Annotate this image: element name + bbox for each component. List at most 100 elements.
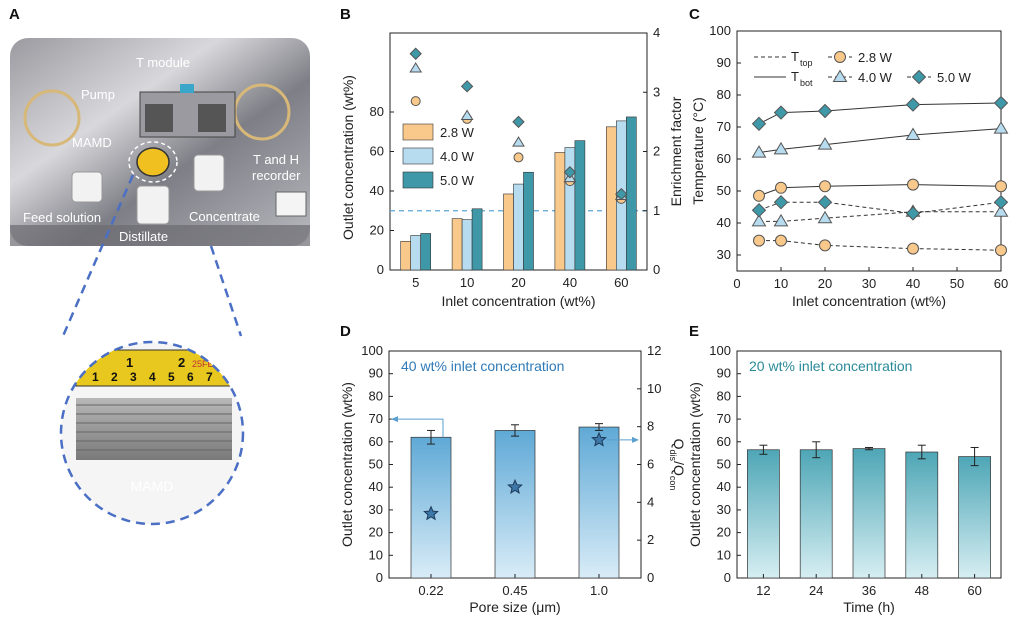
label-mamd: MAMD xyxy=(72,135,112,150)
x-tick-label: 30 xyxy=(862,276,876,291)
data-point-t_bot xyxy=(905,97,921,112)
ruler-inch-number: 2 xyxy=(178,355,185,370)
ratio-marker xyxy=(507,478,523,494)
y-tick-label: 20 xyxy=(717,525,731,540)
data-point-t_bot xyxy=(819,180,831,193)
y2-axis-label-part: /Q xyxy=(671,461,687,476)
panel-letter-b: B xyxy=(340,6,351,23)
y2-axis-label: Enrichment factor xyxy=(668,96,684,206)
y-tick-label: 40 xyxy=(717,215,731,230)
enrichment-marker xyxy=(409,62,423,73)
bar-40W xyxy=(513,183,524,271)
y-tick-label: 0 xyxy=(376,570,383,585)
bar xyxy=(905,451,939,579)
series-line-t_top xyxy=(758,201,1002,214)
panel-letter-d: D xyxy=(340,323,351,340)
legend-marker xyxy=(911,69,927,85)
y-tick-label: 80 xyxy=(369,388,383,403)
data-point-t_top xyxy=(773,194,789,210)
data-point-t_bot xyxy=(773,105,789,120)
t-and-h-recorder xyxy=(275,191,307,217)
data-point-t_top xyxy=(993,194,1009,210)
x-tick-label: 1.0 xyxy=(590,583,608,598)
ruler-number: 1 xyxy=(92,370,99,384)
y2-tick-label: 2 xyxy=(653,144,660,159)
data-point-t_top xyxy=(753,234,765,247)
data-point-t_top xyxy=(993,204,1009,217)
bar xyxy=(958,456,991,579)
x-tick-label: 36 xyxy=(862,583,876,598)
x-tick-label: 40 xyxy=(906,276,920,291)
y2-tick-label: 8 xyxy=(647,419,654,434)
data-point-t_top xyxy=(773,213,789,227)
data-point-t_bot xyxy=(751,145,767,158)
y-tick-label: 60 xyxy=(717,434,731,449)
mamd-device xyxy=(136,147,170,177)
data-point-t_bot xyxy=(995,180,1007,193)
x-axis-label: Inlet concentration (wt%) xyxy=(441,293,595,309)
y2-tick-label: 2 xyxy=(647,532,654,547)
y-tick-label: 0 xyxy=(724,570,731,585)
y-tick-label: 20 xyxy=(369,525,383,540)
legend-marker xyxy=(832,69,848,82)
enrichment-marker xyxy=(513,152,524,163)
feed-bottle xyxy=(71,171,103,203)
y-tick-label: 100 xyxy=(709,343,731,358)
bar-28W xyxy=(400,241,412,271)
panel-letter-c: C xyxy=(689,6,700,23)
enrichment-marker xyxy=(563,166,577,179)
data-point-t_top xyxy=(819,239,831,252)
legend-label: 2.8 W xyxy=(440,125,475,140)
data-point-t_bot xyxy=(905,127,921,140)
y-axis-label: Temperature (°C) xyxy=(690,97,706,205)
bench xyxy=(10,225,310,246)
y-tick-label: 50 xyxy=(717,457,731,472)
annotation: 40 wt% inlet concentration xyxy=(401,358,564,374)
legend-swatch xyxy=(402,123,434,141)
x-tick-label: 10 xyxy=(774,276,788,291)
data-point-t_top xyxy=(907,242,919,255)
y-tick-label: 70 xyxy=(369,411,383,426)
legend-label: 4.0 W xyxy=(858,70,893,85)
y-tick-label: 100 xyxy=(709,23,731,38)
panel-e: E 0 10 20 30 40 50 60 70 80 90 100 12 24 36 48 60 20 wt%… xyxy=(687,323,1002,615)
x-tick-label: 60 xyxy=(994,276,1008,291)
x-tick-label: 20 xyxy=(511,275,525,290)
y2-tick-label: 4 xyxy=(653,25,660,40)
ruler-number: 2 xyxy=(111,370,118,384)
arrow-head xyxy=(391,416,398,423)
legend-label: 5.0 W xyxy=(937,70,972,85)
panel-b: B 0 20 40 60 80 0 1 2 3 4 5 10 20 40 60 2.8 W 4.0 W 5.0 W… xyxy=(340,6,684,309)
x-tick-label: 20 xyxy=(818,276,832,291)
y-tick-label: 0 xyxy=(377,262,384,277)
y-tick-label: 60 xyxy=(369,434,383,449)
zoom-line-right xyxy=(209,245,243,337)
legend-label-t: T xyxy=(791,49,799,64)
legend-swatch xyxy=(402,147,434,165)
y-tick-label: 80 xyxy=(717,388,731,403)
y2-tick-label: 3 xyxy=(653,84,660,99)
data-point-t_bot xyxy=(773,141,789,155)
bar-40W xyxy=(410,235,422,271)
y-tick-label: 100 xyxy=(361,343,383,358)
ruler-number: 5 xyxy=(168,370,175,384)
ruler-number: 3 xyxy=(130,370,137,384)
ruler-number: 7 xyxy=(206,370,213,384)
series-line-t_bot xyxy=(758,184,1002,197)
bar-28W xyxy=(554,152,566,271)
tubing-coil-left xyxy=(23,89,81,147)
y-tick-label: 40 xyxy=(717,479,731,494)
enrichment-marker xyxy=(409,47,422,60)
pump-head-left xyxy=(145,104,173,132)
pump-head-right xyxy=(198,104,226,132)
y2-tick-label: 4 xyxy=(647,494,654,509)
series-line-t_top xyxy=(759,211,1001,222)
y-tick-label: 10 xyxy=(369,547,383,562)
x-tick-label: 50 xyxy=(950,276,964,291)
y-tick-label: 80 xyxy=(717,87,731,102)
x-axis-label: Time (h) xyxy=(843,599,895,615)
data-point-t_bot xyxy=(751,116,767,132)
